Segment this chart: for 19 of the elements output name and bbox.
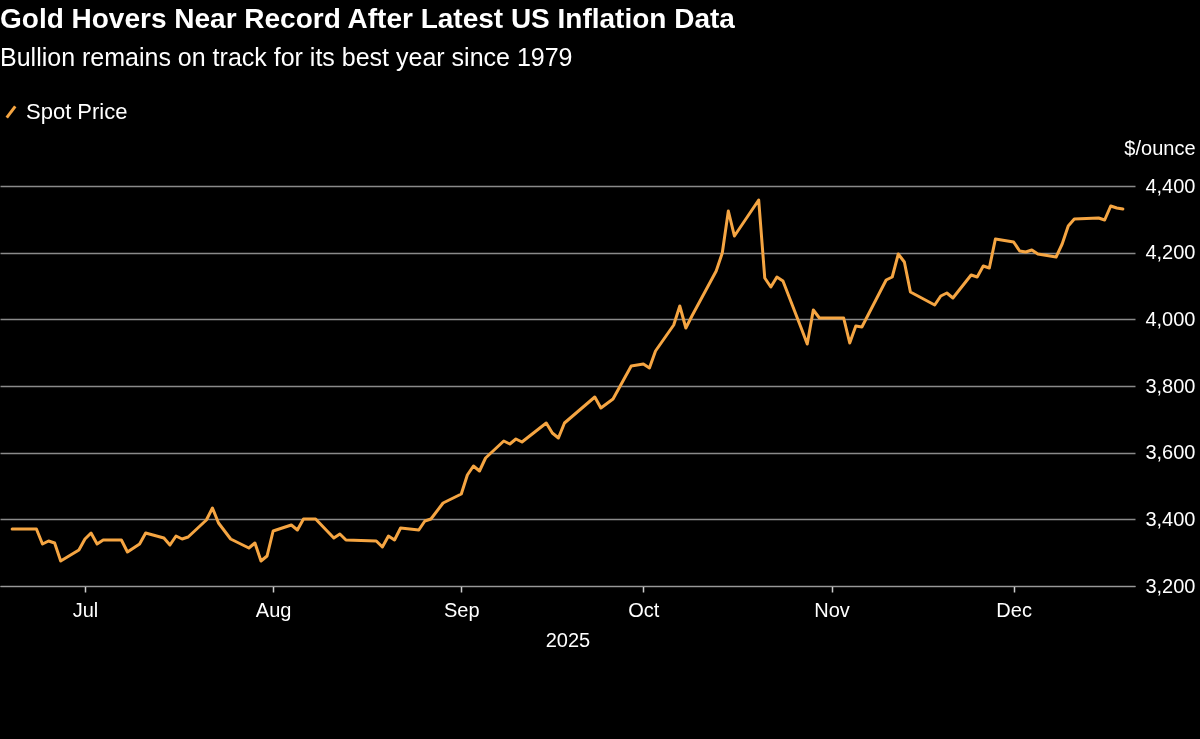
x-tick-label: Oct bbox=[628, 598, 660, 621]
y-tick-label: 4,000 bbox=[1145, 307, 1196, 330]
x-tick-label: Nov bbox=[814, 598, 850, 621]
chart-title: Gold Hovers Near Record After Latest US Inflation Data bbox=[0, 3, 736, 34]
x-tick-label: Aug bbox=[255, 598, 292, 621]
y-tick-label: 4,200 bbox=[1145, 241, 1196, 264]
x-axis-title: 2025 bbox=[545, 628, 591, 651]
legend-label: Spot Price bbox=[26, 99, 128, 124]
y-tick-label: 4,400 bbox=[1145, 174, 1196, 197]
line-series bbox=[10, 198, 1125, 563]
y-tick-label: 3,400 bbox=[1145, 507, 1196, 530]
y-axis-title: $/ounce bbox=[1124, 136, 1196, 159]
y-tick-label: 3,800 bbox=[1145, 374, 1196, 397]
y-tick-label: 3,200 bbox=[1145, 574, 1196, 597]
chart-subtitle: Bullion remains on track for its best year since 1979 bbox=[0, 43, 573, 71]
x-tick-label: Sep bbox=[443, 598, 480, 621]
y-tick-label: 3,600 bbox=[1145, 441, 1196, 464]
x-tick-label: Jul bbox=[72, 598, 99, 621]
x-tick-label: Dec bbox=[996, 598, 1032, 621]
